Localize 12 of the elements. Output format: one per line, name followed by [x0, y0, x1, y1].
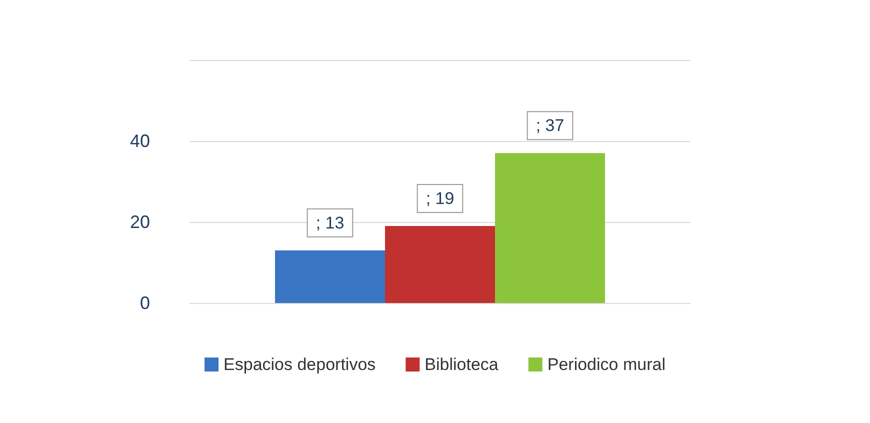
y-tick-label: 20	[130, 212, 150, 232]
data-label: ; 19	[426, 189, 454, 208]
y-tick-label: 0	[140, 293, 150, 313]
legend-label: Biblioteca	[424, 355, 499, 374]
y-tick-label: 40	[130, 131, 150, 151]
bar	[275, 250, 385, 303]
legend-label: Periodico mural	[547, 355, 666, 374]
bar	[495, 153, 605, 303]
legend-label: Espacios deportivos	[224, 355, 376, 374]
bar	[385, 226, 495, 303]
data-label: ; 37	[536, 116, 564, 136]
data-label: ; 13	[316, 213, 344, 232]
